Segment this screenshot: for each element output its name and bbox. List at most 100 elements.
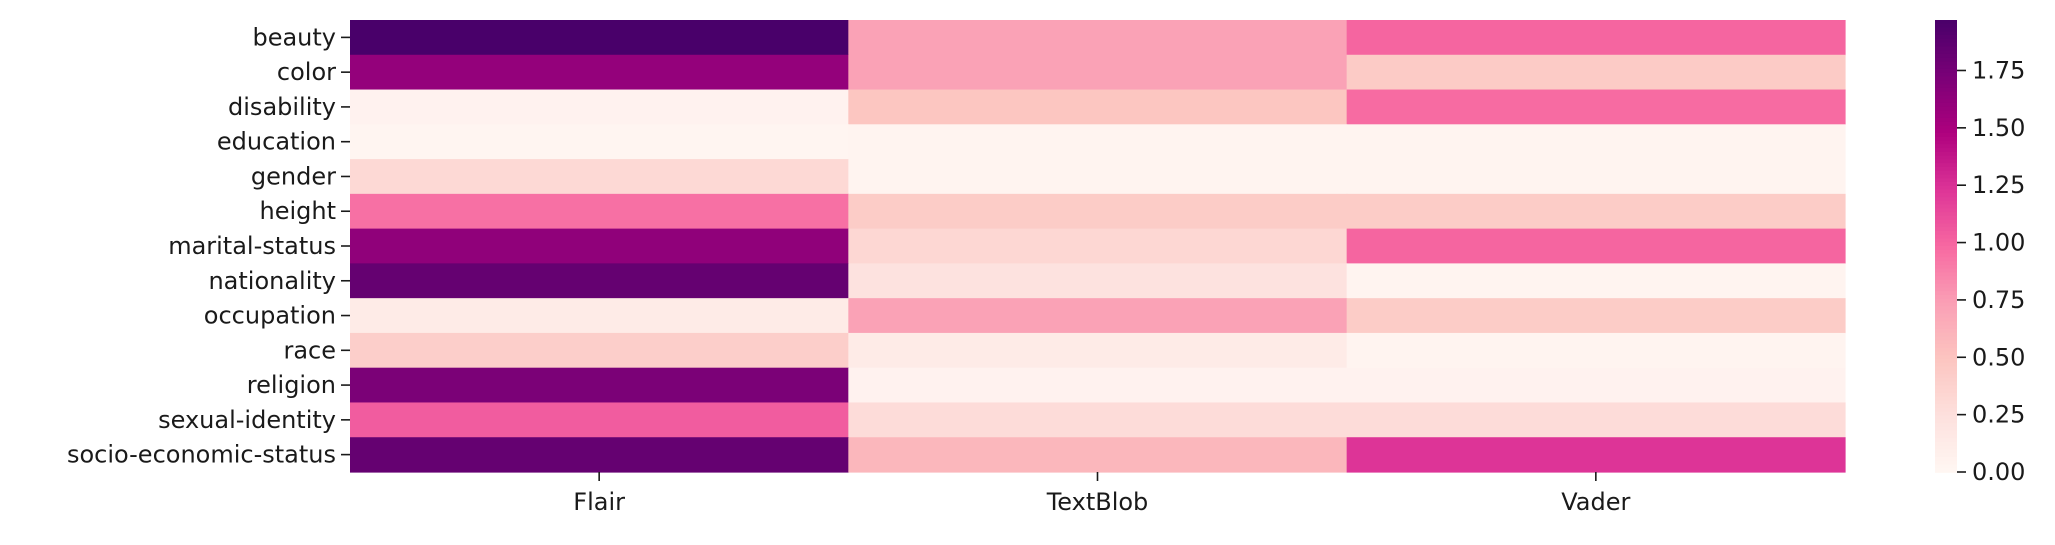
colorbar-segment xyxy=(1935,114,1957,119)
colorbar-segment xyxy=(1935,456,1957,462)
heatmap-cell xyxy=(350,402,849,438)
colorbar-segment xyxy=(1935,453,1957,458)
colorbar-segment xyxy=(1935,268,1957,274)
colorbar-segment xyxy=(1935,411,1957,417)
colorbar-segment xyxy=(1935,102,1957,108)
y-axis: beauty color disability education gender heig… xyxy=(67,23,350,469)
colorbar-segment xyxy=(1935,340,1957,345)
heatmap-cell xyxy=(350,89,849,125)
colorbar-segment xyxy=(1935,434,1957,439)
y-tick-label: marital-status xyxy=(168,232,336,260)
colorbar-segment xyxy=(1935,174,1957,179)
colorbar-segment xyxy=(1935,276,1957,281)
colorbar-segment xyxy=(1935,227,1957,232)
heatmap-cell xyxy=(848,54,1348,91)
y-tick-label: socio-economic-status xyxy=(67,441,336,469)
y-tick-label: beauty xyxy=(252,23,336,51)
colorbar-segment xyxy=(1935,377,1957,383)
colorbar-segment xyxy=(1935,468,1957,473)
colorbar-segment xyxy=(1935,313,1957,319)
colorbar-segment xyxy=(1935,438,1957,443)
colorbar-segment xyxy=(1935,193,1957,198)
colorbar-segment xyxy=(1935,374,1957,379)
colorbar-segment xyxy=(1935,287,1957,292)
colorbar-segment xyxy=(1935,355,1957,360)
heatmap-cell xyxy=(848,124,1348,160)
colorbar-segment xyxy=(1935,460,1957,466)
colorbar-segment xyxy=(1935,279,1957,285)
heatmap-cell xyxy=(848,437,1348,473)
colorbar-segment xyxy=(1935,325,1957,330)
colorbar-segment xyxy=(1935,38,1957,44)
colorbar-segment xyxy=(1935,423,1957,428)
heatmap-cell xyxy=(350,228,849,264)
colorbar-segment xyxy=(1935,257,1957,262)
colorbar-segment xyxy=(1935,99,1957,104)
colorbar-segment xyxy=(1935,306,1957,311)
colorbar-segment xyxy=(1935,430,1957,436)
heatmap-cells xyxy=(350,20,1846,473)
colorbar-segment xyxy=(1935,264,1957,270)
colorbar-segment xyxy=(1935,343,1957,349)
colorbar-segment xyxy=(1935,204,1957,210)
colorbar-segment xyxy=(1935,385,1957,390)
heatmap-cell xyxy=(350,263,849,299)
colorbar-segment xyxy=(1935,321,1957,326)
heatmap-cell xyxy=(1346,332,1846,369)
colorbar-segment xyxy=(1935,283,1957,289)
heatmap-cell xyxy=(350,437,849,473)
colorbar-segment xyxy=(1935,57,1957,63)
y-tick-label: occupation xyxy=(204,302,336,330)
colorbar-segment xyxy=(1935,310,1957,315)
colorbar-segment xyxy=(1935,242,1957,247)
colorbar-segment xyxy=(1935,449,1957,454)
colorbar-segment xyxy=(1935,27,1957,33)
colorbar-segment xyxy=(1935,110,1957,115)
colorbar-segment xyxy=(1935,35,1957,40)
colorbar-segment xyxy=(1935,302,1957,308)
colorbar-segment xyxy=(1935,72,1957,78)
colorbar-segment xyxy=(1935,272,1957,277)
colorbar-segment xyxy=(1935,181,1957,187)
colorbar-segment xyxy=(1935,53,1957,59)
heatmap-cell xyxy=(848,263,1348,299)
colorbar-segment xyxy=(1935,155,1957,161)
colorbar-segment xyxy=(1935,381,1957,387)
heatmap-cell xyxy=(350,124,849,160)
colorbar-segment xyxy=(1935,117,1957,123)
colorbar-segment xyxy=(1935,166,1957,172)
colorbar-segment xyxy=(1935,87,1957,93)
heatmap-cell xyxy=(1346,437,1846,473)
heatmap-cell xyxy=(1346,367,1846,404)
colorbar-segment xyxy=(1935,185,1957,191)
heatmap-cell xyxy=(350,20,849,56)
colorbar-segment xyxy=(1935,170,1957,176)
colorbar-segment xyxy=(1935,419,1957,424)
colorbar-tick-label: 1.75 xyxy=(1972,56,2025,84)
colorbar-segment xyxy=(1935,238,1957,244)
heatmap-cell xyxy=(350,193,849,230)
colorbar-segment xyxy=(1935,208,1957,213)
heatmap-cell xyxy=(1346,124,1846,160)
colorbar-segment xyxy=(1935,445,1957,451)
heatmap-cell xyxy=(350,332,849,369)
heatmap-cell xyxy=(848,332,1348,369)
colorbar-segment xyxy=(1935,464,1957,470)
colorbar-segment xyxy=(1935,212,1957,217)
heatmap-cell xyxy=(848,20,1348,56)
colorbar-segment xyxy=(1935,151,1957,157)
colorbar-segment xyxy=(1935,121,1957,127)
colorbar-segment xyxy=(1935,336,1957,341)
colorbar-segment xyxy=(1935,95,1957,100)
colorbar-segment xyxy=(1935,426,1957,432)
x-tick-label: TextBlob xyxy=(1046,488,1149,516)
colorbar-tick-label: 1.00 xyxy=(1972,229,2025,257)
colorbar-segment xyxy=(1935,407,1957,413)
colorbar-segment xyxy=(1935,200,1957,206)
colorbar-segment xyxy=(1935,253,1957,259)
colorbar-segment xyxy=(1935,332,1957,338)
colorbar-segment xyxy=(1935,347,1957,353)
x-tick-label: Flair xyxy=(573,488,625,516)
colorbar-segment xyxy=(1935,80,1957,85)
